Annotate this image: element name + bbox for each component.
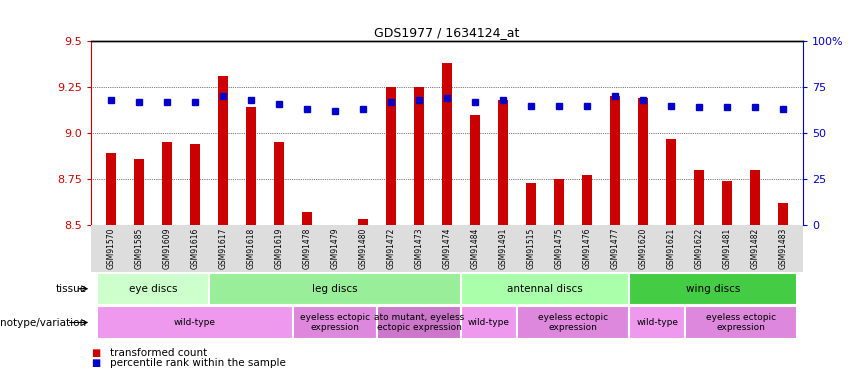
Bar: [414, 87, 424, 225]
FancyBboxPatch shape: [377, 306, 461, 339]
Bar: [134, 159, 144, 225]
Bar: [750, 170, 760, 225]
Bar: [779, 203, 788, 225]
Bar: [498, 100, 508, 225]
Text: percentile rank within the sample: percentile rank within the sample: [110, 357, 286, 368]
Text: GSM91474: GSM91474: [443, 227, 451, 269]
FancyBboxPatch shape: [629, 273, 798, 305]
Text: GSM91621: GSM91621: [667, 227, 675, 268]
Bar: [722, 181, 732, 225]
Bar: [470, 115, 480, 225]
Text: antennal discs: antennal discs: [507, 284, 583, 294]
Text: transformed count: transformed count: [110, 348, 207, 358]
Text: GSM91616: GSM91616: [190, 227, 200, 269]
Bar: [274, 142, 284, 225]
FancyBboxPatch shape: [517, 306, 629, 339]
Text: eyeless ectopic
expression: eyeless ectopic expression: [299, 313, 370, 332]
FancyBboxPatch shape: [293, 306, 377, 339]
FancyBboxPatch shape: [629, 306, 685, 339]
Text: GSM91475: GSM91475: [555, 227, 563, 269]
Text: wild-type: wild-type: [636, 318, 678, 327]
FancyBboxPatch shape: [96, 306, 293, 339]
FancyBboxPatch shape: [209, 273, 461, 305]
Text: GSM91515: GSM91515: [527, 227, 536, 269]
Bar: [246, 107, 256, 225]
Bar: [554, 179, 564, 225]
Text: tissue: tissue: [56, 284, 87, 294]
Text: ■: ■: [91, 348, 101, 358]
Text: wild-type: wild-type: [468, 318, 510, 327]
Text: eye discs: eye discs: [128, 284, 177, 294]
Text: GSM91476: GSM91476: [582, 227, 592, 269]
Text: GSM91585: GSM91585: [135, 227, 143, 269]
Bar: [190, 144, 200, 225]
Bar: [358, 219, 368, 225]
Bar: [162, 142, 172, 225]
Text: ato mutant, eyeless
ectopic expression: ato mutant, eyeless ectopic expression: [374, 313, 464, 332]
Bar: [442, 63, 452, 225]
Text: GSM91570: GSM91570: [106, 227, 115, 269]
Title: GDS1977 / 1634124_at: GDS1977 / 1634124_at: [374, 26, 520, 39]
Text: wild-type: wild-type: [174, 318, 216, 327]
Bar: [302, 212, 312, 225]
Bar: [106, 153, 115, 225]
Bar: [218, 76, 227, 225]
Text: leg discs: leg discs: [312, 284, 358, 294]
Bar: [638, 98, 648, 225]
Text: GSM91481: GSM91481: [723, 227, 732, 268]
Text: GSM91622: GSM91622: [694, 227, 704, 268]
FancyBboxPatch shape: [96, 273, 209, 305]
Text: eyeless ectopic
expression: eyeless ectopic expression: [707, 313, 776, 332]
Bar: [526, 183, 536, 225]
Text: eyeless ectopic
expression: eyeless ectopic expression: [538, 313, 608, 332]
Text: GSM91478: GSM91478: [302, 227, 312, 269]
Text: GSM91479: GSM91479: [331, 227, 339, 269]
Bar: [694, 170, 704, 225]
Text: GSM91491: GSM91491: [498, 227, 508, 269]
Text: wing discs: wing discs: [686, 284, 740, 294]
FancyBboxPatch shape: [461, 273, 629, 305]
Text: GSM91482: GSM91482: [751, 227, 760, 268]
Text: GSM91483: GSM91483: [779, 227, 788, 269]
Text: GSM91620: GSM91620: [639, 227, 648, 269]
Text: GSM91618: GSM91618: [247, 227, 255, 268]
Text: GSM91477: GSM91477: [611, 227, 620, 269]
Text: GSM91473: GSM91473: [415, 227, 424, 269]
Bar: [386, 87, 396, 225]
Text: GSM91480: GSM91480: [358, 227, 367, 269]
Bar: [667, 139, 676, 225]
Text: GSM91609: GSM91609: [162, 227, 171, 269]
Text: ■: ■: [91, 358, 101, 368]
Text: GSM91484: GSM91484: [470, 227, 479, 269]
Bar: [582, 176, 592, 225]
Bar: [610, 96, 620, 225]
Text: GSM91619: GSM91619: [274, 227, 283, 269]
Text: GSM91617: GSM91617: [219, 227, 227, 269]
Text: genotype/variation: genotype/variation: [0, 318, 87, 327]
Text: GSM91472: GSM91472: [386, 227, 396, 269]
FancyBboxPatch shape: [461, 306, 517, 339]
FancyBboxPatch shape: [685, 306, 798, 339]
